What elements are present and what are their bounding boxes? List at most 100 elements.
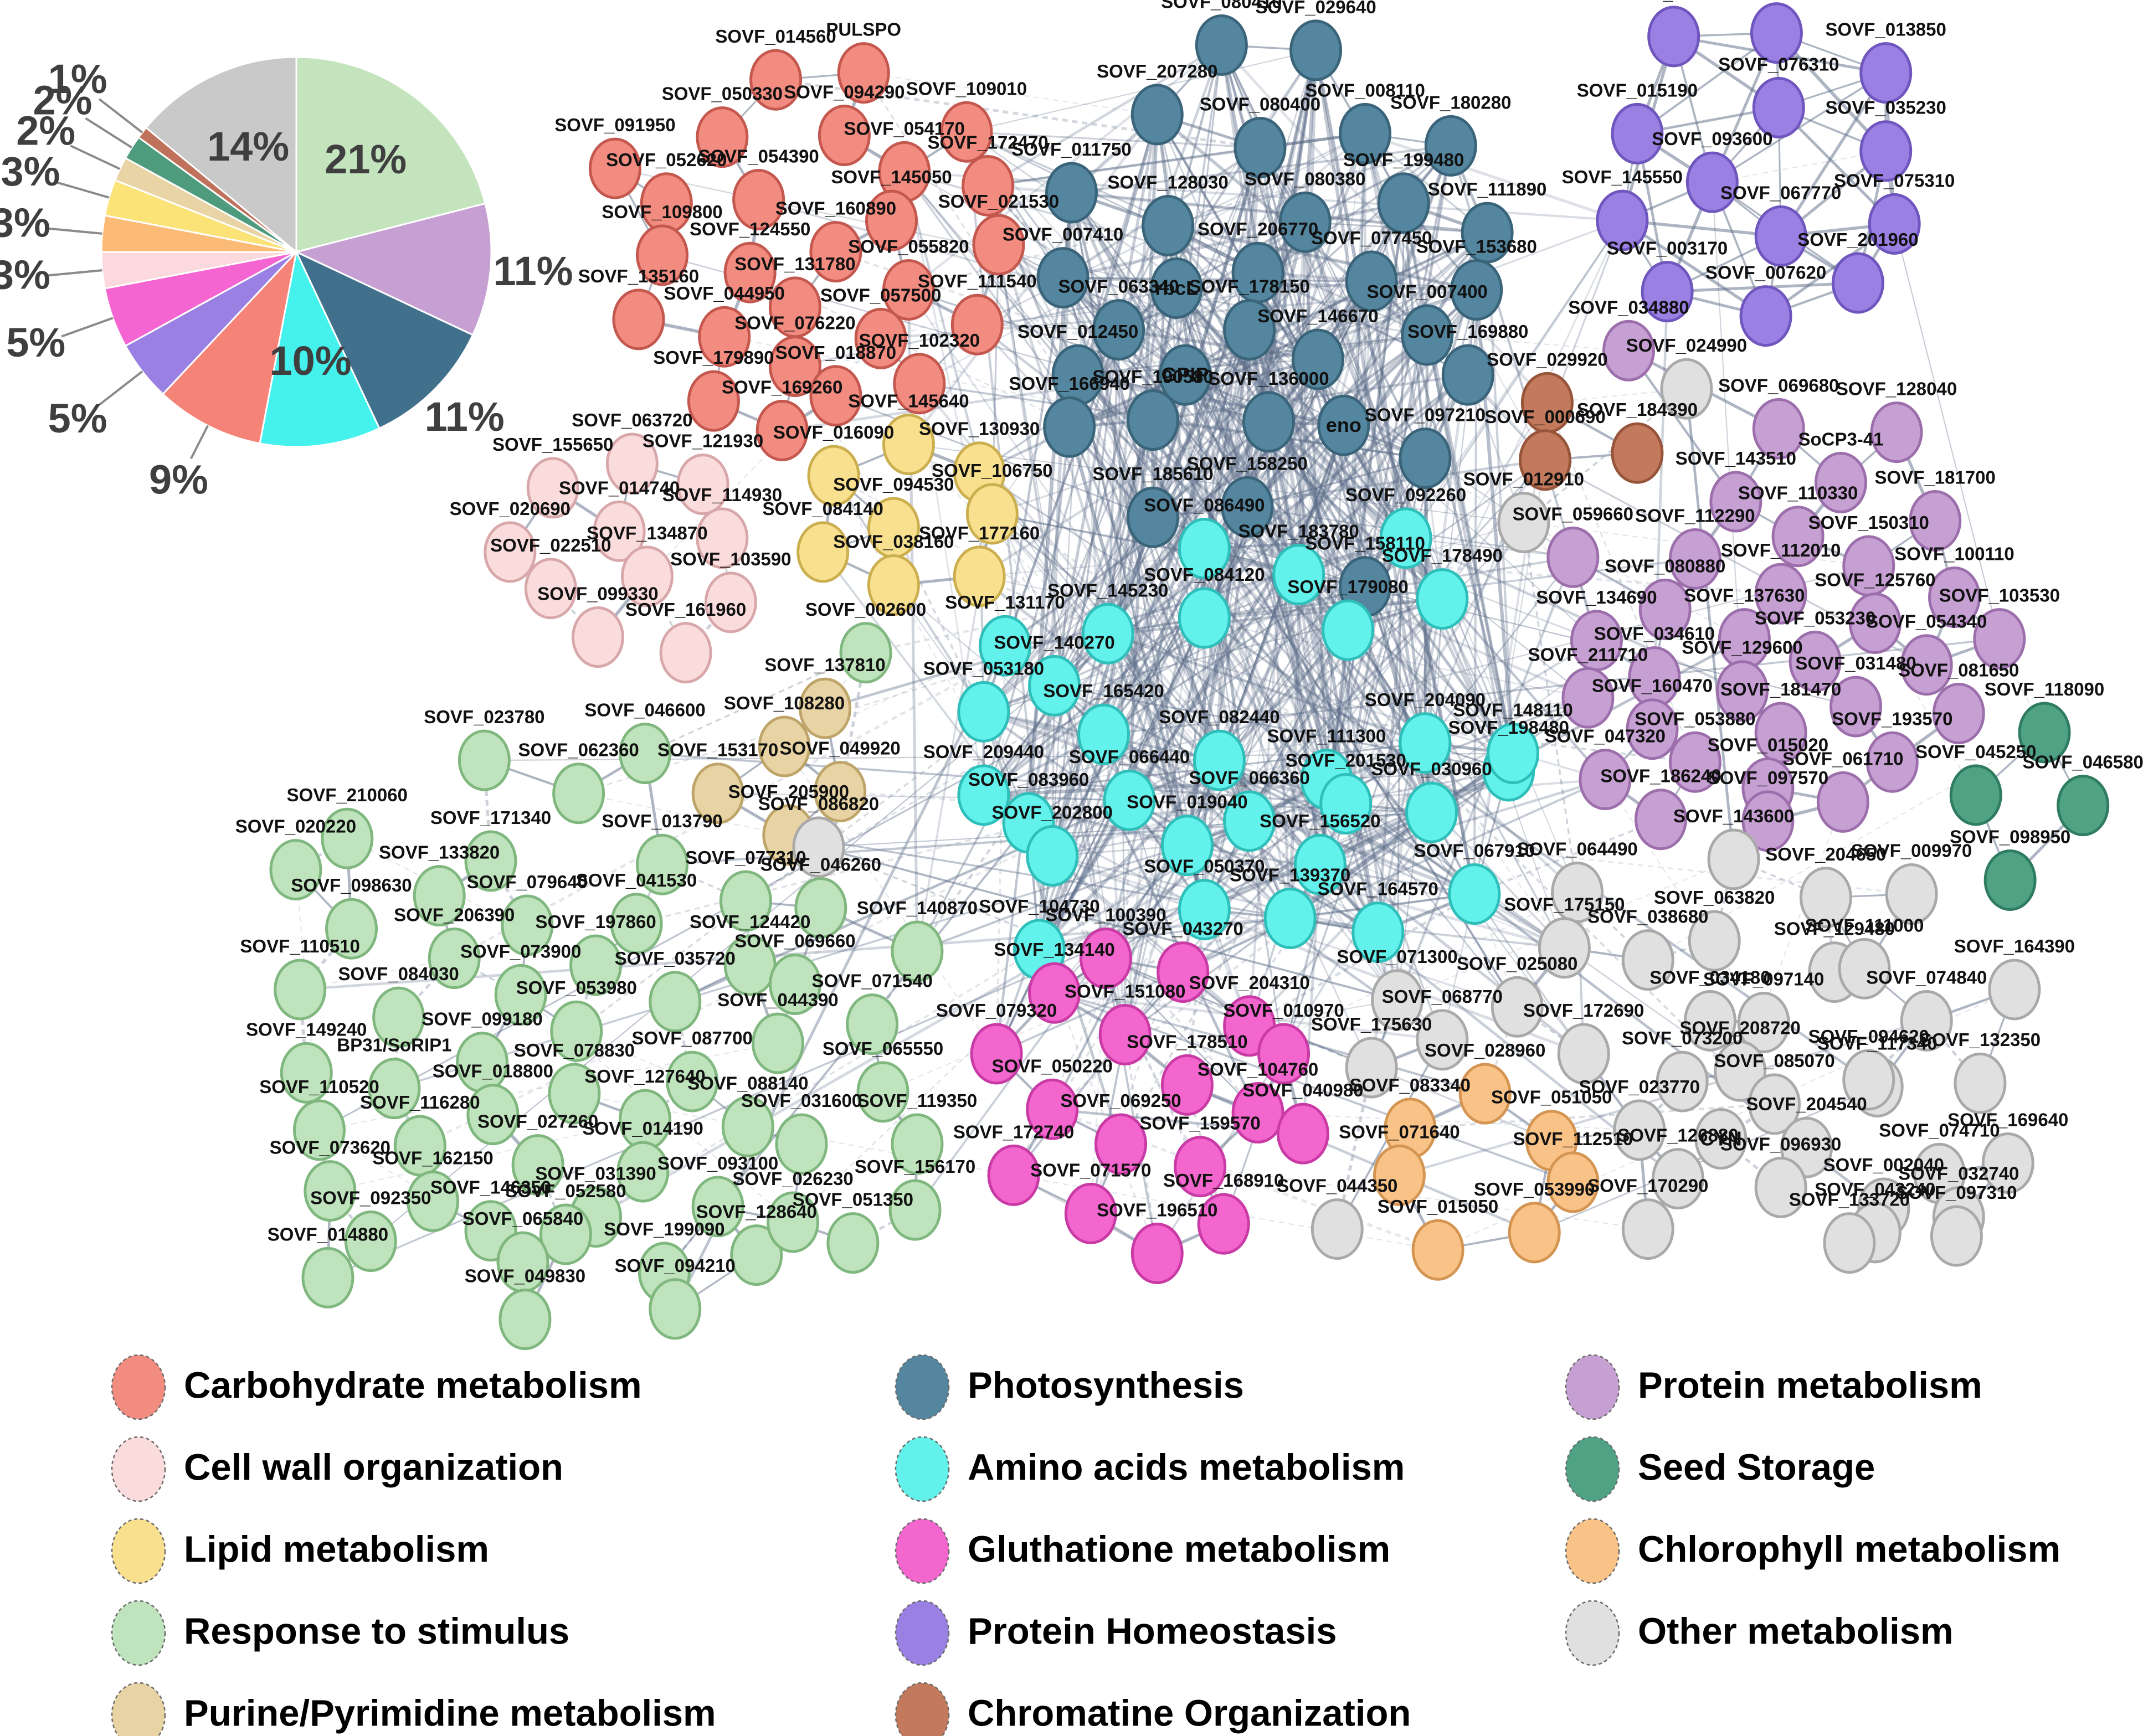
network-node-SOVF_210060[interactable] [321,807,374,869]
network-node-SOVF_108280[interactable] [758,715,811,777]
network-node-SOVF_097140[interactable] [1737,992,1790,1054]
network-node-SOVF_145230[interactable] [1081,602,1134,664]
network-node-SOVF_023780[interactable] [458,729,511,791]
network-node-SOVF_098950[interactable] [1983,849,2037,911]
network-node-SOVF_184390[interactable] [1611,422,1664,484]
network-node-SOVF_145550[interactable] [1596,189,1649,251]
network-node-SOVF_020690[interactable] [484,521,537,583]
network-node-SOVF_092350[interactable] [344,1210,397,1273]
network-node-SOVF_078830[interactable] [548,1063,601,1125]
network-node-SOVF_093100[interactable] [691,1176,744,1238]
network-node-SOVF_140270[interactable] [1028,655,1081,717]
network-node-SOVF_041530[interactable] [610,893,663,955]
network-node-SOVF_030960[interactable] [1405,781,1458,843]
network-node-SOVF_133820[interactable] [413,865,466,927]
network-node-SOVF_066440[interactable] [1103,769,1156,831]
network-node-SOVF_109800[interactable] [636,224,689,286]
network-node-SOVF_134870[interactable] [620,545,674,607]
network-node-SOVF_069660[interactable] [768,954,821,1016]
network-node-SOVF_014880[interactable] [301,1246,354,1309]
network-node-SOVF_061710[interactable] [1816,771,1869,833]
network-node-SOVF_201960[interactable] [1831,252,1884,314]
network-node-SOVF_169260[interactable] [756,399,809,461]
network-node-SOVF_149240[interactable] [280,1042,333,1104]
network-node-SOVF_078180[interactable] [1647,6,1700,68]
network-node-SOVF_023770[interactable] [1613,1099,1666,1161]
network-node-SOVF_112010[interactable] [1754,563,1807,625]
network-node-SOVF_211710[interactable] [1561,667,1615,729]
network-node-SOVF_053880[interactable] [1668,731,1721,793]
network-node-SOVF_050330[interactable] [696,106,749,168]
network-node-SoCP3-41[interactable] [1814,452,1867,514]
network-node-SOVF_067770[interactable] [1754,205,1807,267]
network-node-SOVF_158250[interactable] [1221,476,1274,538]
network-node-SOVF_148110[interactable] [1487,723,1540,785]
network-node-SOVF_160890[interactable] [809,221,862,283]
network-node-SOVF_067910[interactable] [1448,863,1501,925]
network-node-SOVF_099330[interactable] [571,606,624,668]
network-node-SOVF_207280[interactable] [1130,84,1184,146]
network-node-SOVF_193570[interactable] [1866,731,1919,793]
network-node-SOVF_134140[interactable] [1028,962,1081,1024]
network-node-SOVF_190580[interactable] [1127,389,1180,451]
network-node-SOVF_075310[interactable] [1868,193,1921,255]
network-node-SOVF_112290[interactable] [1668,528,1721,590]
network-node-SOVF_009970[interactable] [1885,863,1938,925]
network-node-SOVF_035230[interactable] [1859,120,1913,182]
network-node-SOVF_178490[interactable] [1416,568,1469,630]
network-node-SOVF_007410[interactable] [1036,247,1090,309]
network-node-SOVF_047320[interactable] [1579,749,1632,811]
network-node-SOVF_172740[interactable] [987,1144,1040,1206]
network-node-SOVF_068770[interactable] [1416,1009,1469,1071]
network-node-SOVF_204650[interactable] [1799,867,1852,929]
network-node-SOVF_179080[interactable] [1322,599,1375,661]
network-node-SOVF_008110[interactable] [1339,102,1392,164]
network-node-SOVF_081650[interactable] [1932,682,1985,744]
network-node-SOVF_022510[interactable] [524,558,577,620]
network-node-SOVF_014740[interactable] [593,500,646,562]
network-node-SOVF_204090[interactable] [1399,712,1452,774]
network-node-SOVF_164390[interactable] [1988,959,2041,1021]
network-node-SOVF_118090[interactable] [2018,702,2071,764]
network-node-SOVF_053230[interactable] [1789,630,1842,692]
network-node-SOVF_053980[interactable] [550,1000,603,1062]
network-node-SOVF_129600[interactable] [1715,660,1769,722]
network-node-SOVF_162150[interactable] [407,1170,460,1232]
network-node-SOVF_034180[interactable] [1683,990,1736,1052]
network-node-SOVF_007100[interactable] [1750,2,1803,64]
network-node-SOVF_055820[interactable] [882,259,935,321]
network-node-SOVF_073200[interactable] [1656,1050,1709,1112]
network-node-SOVF_103590[interactable] [704,571,757,633]
network-node-SOVF_002600[interactable] [839,622,892,684]
network-node-SOVF_049920[interactable] [814,761,867,823]
network-node-eno[interactable] [1317,394,1370,456]
network-node-SOVF_180280[interactable] [1424,115,1477,177]
network-node-SOVF_014560[interactable] [749,49,803,111]
network-node-SOVF_199480[interactable] [1377,172,1430,234]
network-node-SOVF_121930[interactable] [676,454,729,516]
network-node-SOVF_069680[interactable] [1752,398,1805,460]
network-node-SOVF_177160[interactable] [953,545,1006,607]
network-node-SOVF_019040[interactable] [1160,815,1214,877]
network-node-SOVF_073900[interactable] [494,964,547,1026]
network-node-SOVF_110510[interactable] [274,959,327,1021]
network-node-SOVF_106750[interactable] [965,483,1019,545]
network-node-SOVF_179890[interactable] [687,370,740,432]
network-node-SOVF_087700[interactable] [666,1050,719,1112]
network-node-SOVF_096930[interactable] [1754,1156,1807,1218]
network-node-SOVF_169880[interactable] [1441,344,1494,406]
network-node-SOVF_132350[interactable] [1954,1052,2007,1114]
network-node-SOVF_111540[interactable] [950,293,1004,356]
network-node-SOVF_084140[interactable] [796,521,850,583]
network-node-SOVF_084030[interactable] [372,986,425,1048]
network-node-SOVF_112510[interactable] [1546,1151,1600,1213]
network-node-SOVF_143600[interactable] [1707,828,1760,890]
network-node-SOVF_196510[interactable] [1130,1222,1184,1284]
network-node-SOVF_045250[interactable] [1949,764,2002,826]
network-node-SOVF_097210[interactable] [1399,427,1452,490]
network-node-SOVF_011750[interactable] [1045,162,1098,224]
network-node-SOVF_027260[interactable] [511,1134,564,1196]
network-node-SOVF_079320[interactable] [970,1023,1023,1085]
network-node-SOVF_059660[interactable] [1546,526,1600,588]
network-node-SOVF_015190[interactable] [1611,102,1664,164]
